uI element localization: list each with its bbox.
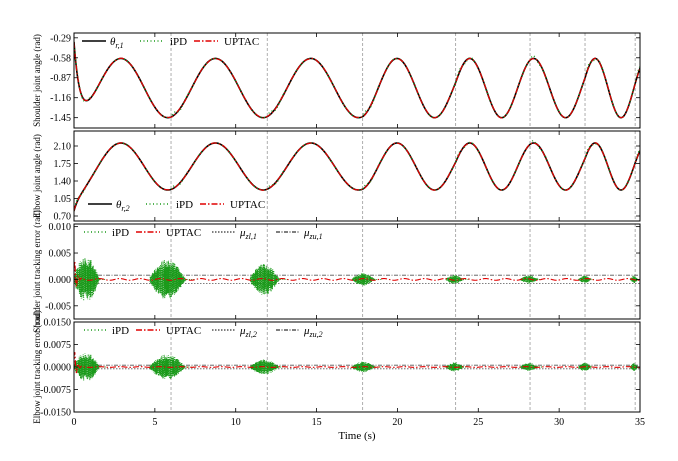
- panel-shoulder-angle: -0.29 -0.58 -0.87 -1.16 -1.45 Shoulder joint …: [32, 32, 641, 129]
- x-tick-label: 35: [635, 417, 645, 428]
- y-tick-label: -0.87: [50, 73, 71, 84]
- legend-uptac: UPTAC: [166, 227, 201, 239]
- axes-frame: [73, 223, 641, 320]
- legend-ipd: iPD: [176, 199, 193, 211]
- series-reference: [74, 41, 640, 119]
- x-tick-label: 15: [312, 417, 322, 428]
- plot-area: [74, 140, 640, 212]
- y-tick-label: 1.40: [54, 177, 72, 188]
- plot-area: [74, 41, 640, 119]
- x-tick-label: 10: [231, 417, 241, 428]
- y-tick-label: -0.0075: [40, 385, 71, 396]
- series-ipd: [74, 140, 640, 212]
- legend-ipd: iPD: [170, 36, 187, 48]
- y-tick-label: -1.45: [50, 113, 71, 124]
- y-axis-label: Shoulder joint tracking error (rad): [32, 210, 42, 332]
- y-tick-label: -0.29: [50, 33, 71, 44]
- y-tick-label: 0.0000: [44, 363, 72, 374]
- x-tick-label: 25: [473, 417, 483, 428]
- panel-elbow-angle: 2.10 1.75 1.40 1.05 0.70 Elbow joint angle (r…: [32, 130, 641, 223]
- y-tick-label: -0.58: [50, 53, 71, 64]
- axes-frame: [73, 32, 641, 129]
- x-tick-label: 0: [72, 417, 77, 428]
- y-axis-label: Elbow joint tracking error (rad): [32, 310, 42, 423]
- series-uptac: [74, 260, 640, 287]
- y-tick-label: 1.75: [54, 159, 72, 170]
- series-reference: [74, 142, 640, 212]
- legend-bound-upper: μzu,2: [303, 325, 323, 339]
- y-tick-label: -1.16: [50, 93, 71, 104]
- series-ipd: [74, 258, 640, 301]
- y-tick-label: 0.0150: [44, 318, 72, 329]
- legend: θr,1 iPD UPTAC: [82, 36, 259, 50]
- series-uptac: [74, 352, 640, 374]
- y-axis-label: Elbow joint angle (rad): [32, 134, 42, 218]
- legend: iPD UPTAC μzl,1 μzu,1: [84, 227, 323, 241]
- legend-uptac: UPTAC: [166, 325, 201, 337]
- series-ipd: [74, 353, 640, 381]
- x-tick-label: 5: [152, 417, 157, 428]
- y-tick-label: 0.005: [49, 249, 72, 260]
- series-uptac: [74, 142, 640, 212]
- legend-uptac: UPTAC: [224, 36, 259, 48]
- y-tick-label: 1.05: [54, 194, 72, 205]
- y-tick-label: 0.000: [49, 275, 72, 286]
- plot-area: [74, 352, 640, 381]
- y-axis-label: Shoulder joint angle (rad): [32, 34, 42, 127]
- x-axis: 0 5 10 15 20 25 30 35 Time (s): [72, 417, 646, 442]
- y-tick-label: -0.005: [45, 301, 71, 312]
- legend-bound-lower: μzl,2: [239, 325, 257, 339]
- y-tick-label: 0.010: [49, 222, 72, 233]
- x-tick-label: 30: [554, 417, 564, 428]
- y-tick-label: -0.0150: [40, 408, 71, 419]
- legend: iPD UPTAC μzl,2 μzu,2: [84, 325, 323, 339]
- legend: θr,2 iPD UPTAC: [88, 199, 265, 213]
- series-uptac: [74, 41, 640, 119]
- legend-ipd: iPD: [112, 227, 129, 239]
- legend-reference: θr,2: [116, 199, 130, 213]
- legend-bound-lower: μzl,1: [239, 227, 257, 241]
- y-tick-label: 2.10: [54, 142, 72, 153]
- y-tick-label: 0.0075: [44, 340, 72, 351]
- legend-bound-upper: μzu,1: [303, 227, 323, 241]
- x-tick-label: 20: [392, 417, 402, 428]
- x-axis-label: Time (s): [338, 430, 376, 442]
- series-ipd: [74, 41, 640, 119]
- plot-area: [74, 258, 640, 301]
- y-tick-label: 0.70: [54, 212, 72, 223]
- axes-frame: [73, 130, 641, 222]
- legend-ipd: iPD: [112, 325, 129, 337]
- legend-uptac: UPTAC: [230, 199, 265, 211]
- legend-reference: θr,1: [110, 36, 124, 50]
